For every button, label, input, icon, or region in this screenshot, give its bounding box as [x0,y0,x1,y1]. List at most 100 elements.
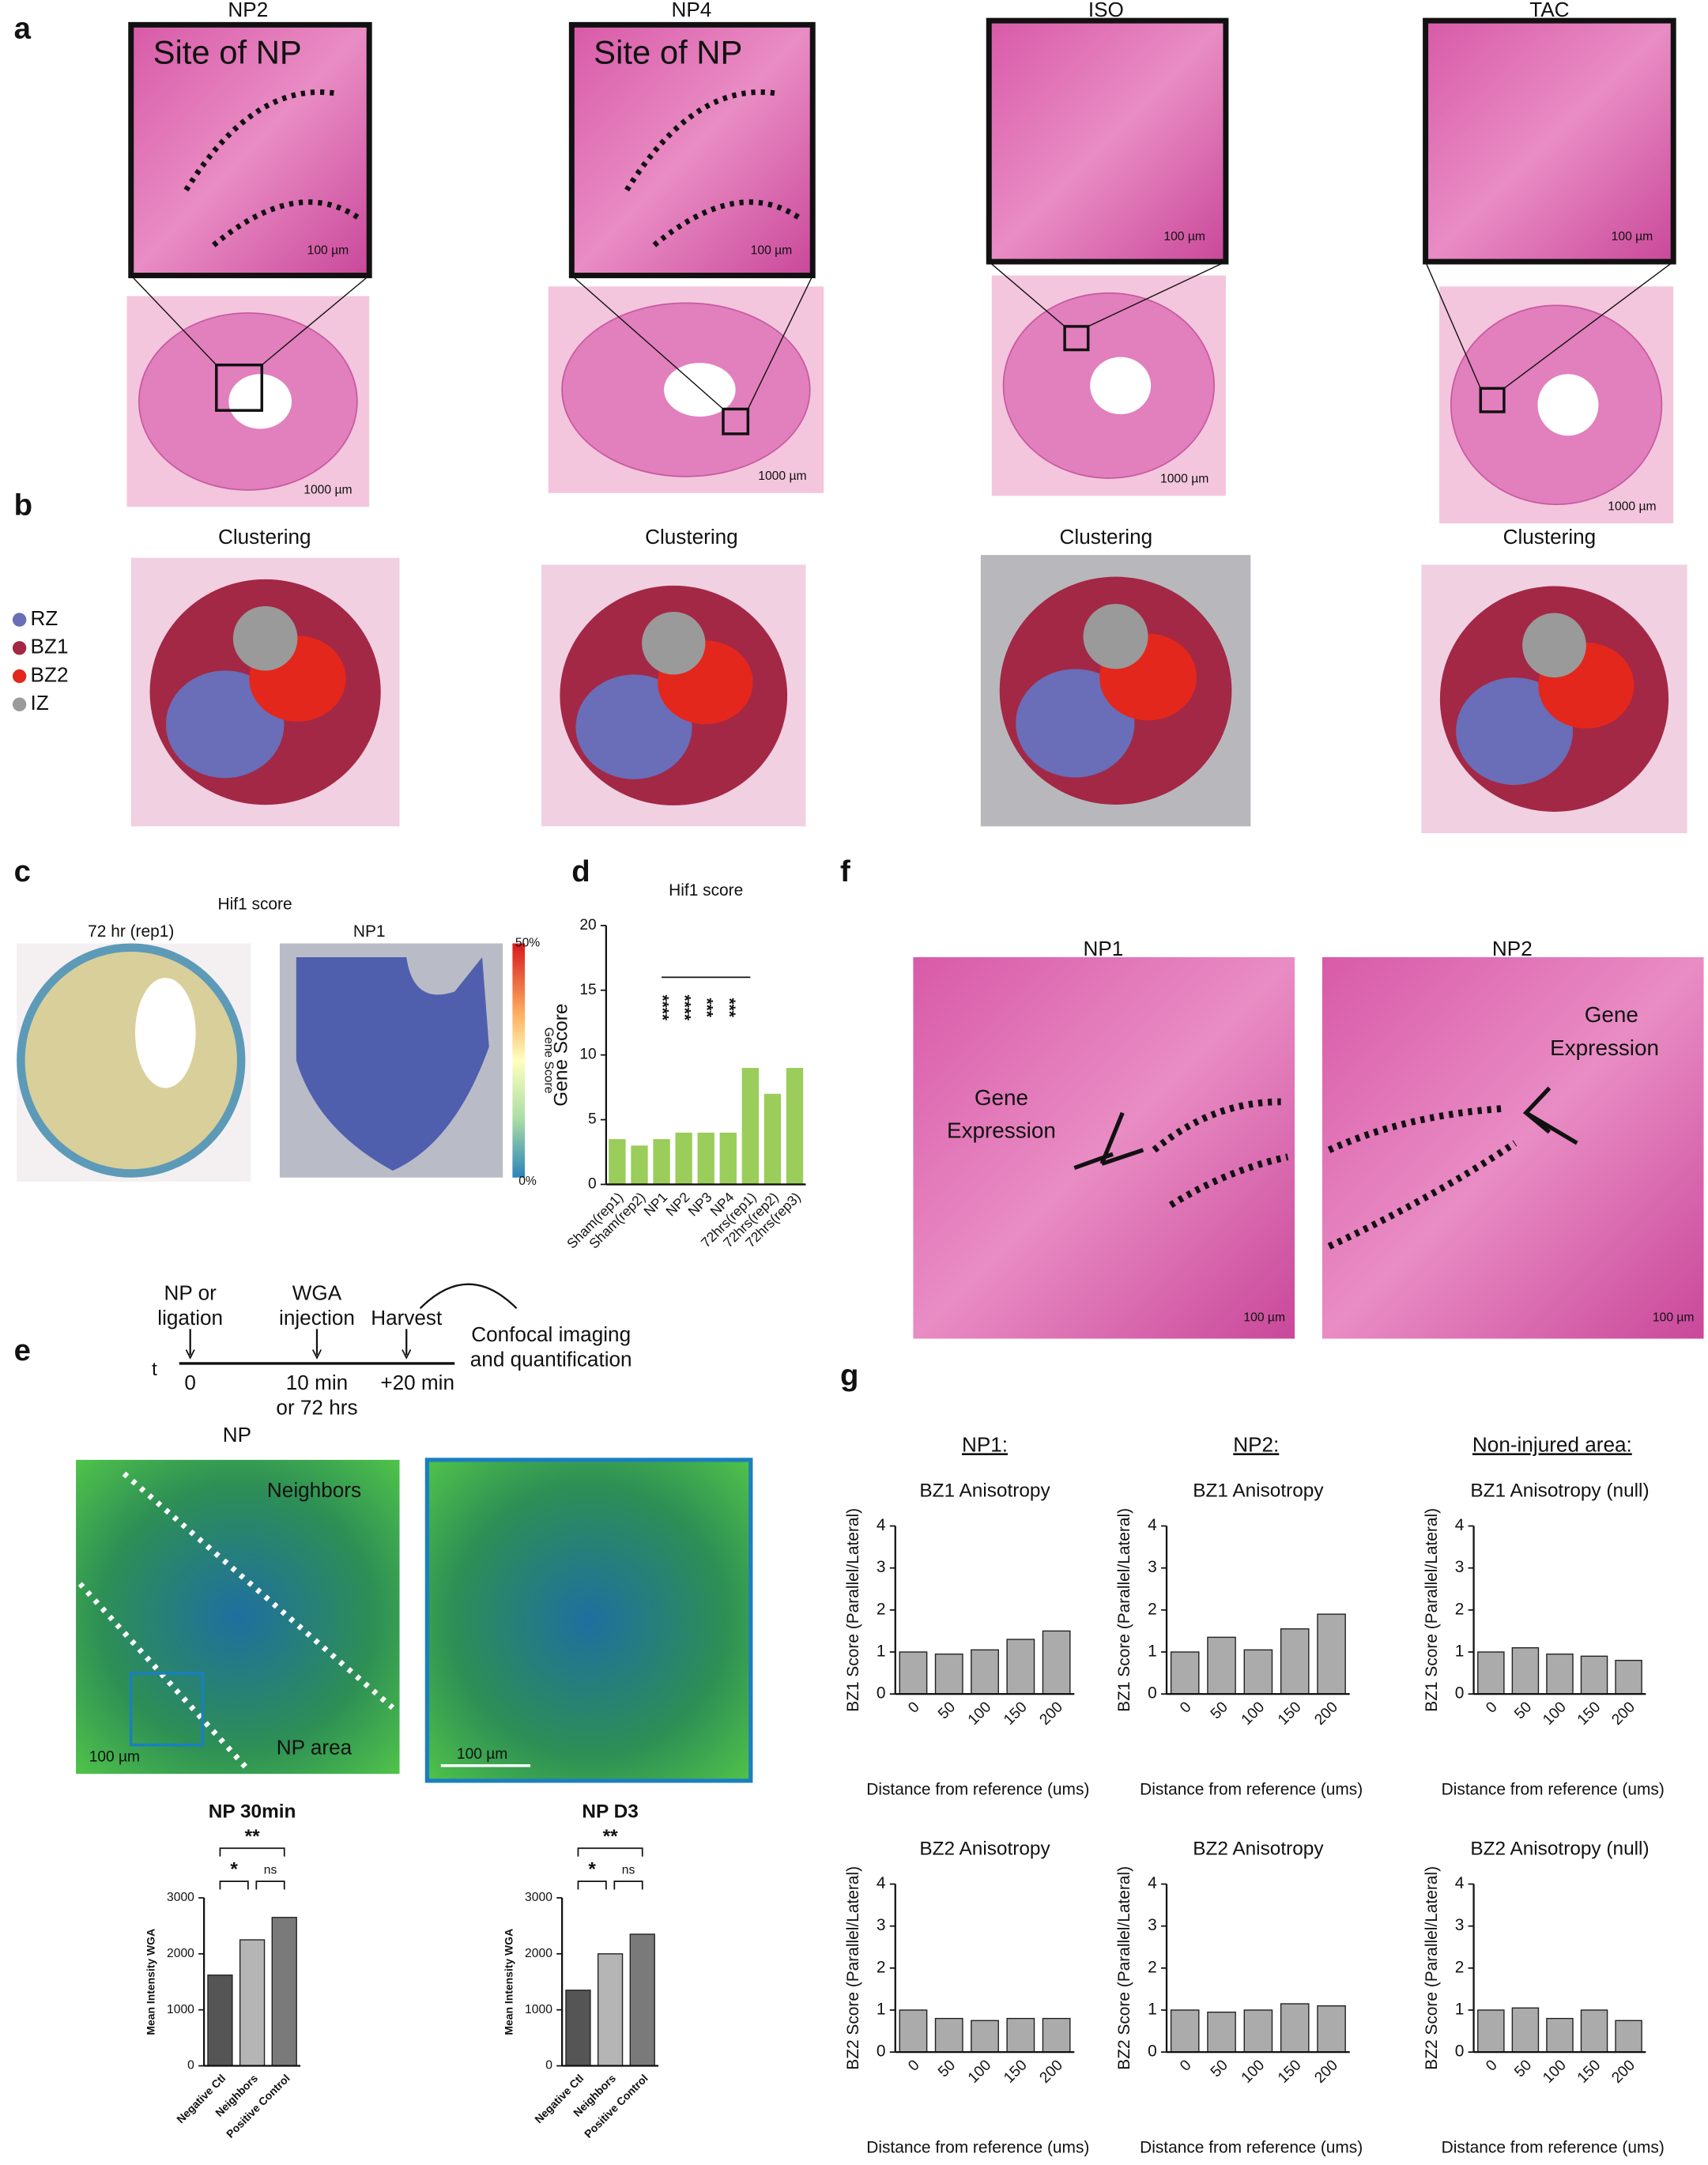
y-tick-label: 0 [1455,1684,1465,1703]
lumen [664,363,736,417]
y-tick-label: 2 [877,1958,886,1976]
y-tick-label: 2 [877,1600,886,1618]
bar [1317,1613,1346,1695]
legend-swatch [12,669,27,684]
y-tick-label: 0 [545,2059,552,2073]
x-tick-label: 150 [1275,1699,1304,1728]
legend-entry: BZ1 [31,635,69,658]
bar [1477,1651,1505,1695]
y-tick-label: 3 [1148,1558,1157,1576]
y-tick-label: 4 [877,1516,886,1534]
x-tick-label: 50 [1511,2057,1535,2080]
zoom-line [1503,261,1674,389]
zoom-box [722,407,750,436]
panel-letter: g [840,1358,858,1392]
x-tick-label: 100 [1239,2057,1268,2086]
bar [899,1651,928,1695]
panel-letter: c [14,854,31,888]
x-tick-label: 0 [905,1699,922,1716]
confocal-zoom [424,1458,753,1783]
y-tick-label: 4 [877,1874,886,1892]
y-tick-label: 1 [1148,1642,1157,1660]
np-boundary [652,199,801,247]
timeline-arrowhead [402,1349,412,1360]
x-tick-label: 200 [1311,1699,1340,1728]
bar [1280,1628,1310,1695]
x-axis-label: Distance from reference (ums) [866,1781,1089,1799]
significance-bracket [613,1880,643,1890]
column-header: NP1: [962,1432,1008,1456]
y-tick-label: 3000 [167,1891,194,1904]
bar [934,2017,963,2053]
region-label: Neighbors [267,1478,361,1502]
bar [1170,2009,1200,2053]
score-spots [17,943,246,1178]
bar [207,1975,233,2067]
zoom-line [1088,261,1227,327]
bar [1006,2017,1035,2053]
x-tick-label: 200 [1608,2057,1638,2086]
bar [1546,1653,1574,1695]
x-tick-label: 200 [1608,1699,1638,1728]
y-axis-label: BZ2 Score (Parallel/Lateral) [844,1866,862,2070]
scale-label: 100 µm [89,1748,140,1765]
np-boundary [212,199,360,247]
significance: **** [654,994,672,1020]
y-axis-label: Mean Intensity WGA [145,1929,157,2035]
timeline-arrowhead [311,1349,322,1360]
x-axis-label: Distance from reference (ums) [1442,2139,1665,2157]
timeline-event: ligation [157,1306,223,1330]
y-tick-label: 4 [1455,1516,1465,1534]
legend-swatch [12,641,27,655]
significance-bracket [255,1880,285,1890]
chart-title: BZ2 Anisotropy [1193,1838,1324,1859]
score-spots [296,956,489,1171]
inset-image [1423,17,1676,265]
timeline-time: +20 min [380,1371,454,1394]
y-tick-label: 1 [877,1642,886,1660]
y-tick-label: 0 [1148,2042,1157,2061]
timeline-axis-label: t [152,1359,157,1380]
subtitle: NP1 [353,922,386,941]
bar [1615,1659,1642,1695]
timeline-curve [419,1283,518,1310]
bar [1317,2005,1346,2053]
bar [565,1990,591,2067]
bar [971,2020,999,2053]
y-tick-label: 2 [1148,1958,1157,1976]
np-boundary [1327,1105,1518,1250]
arrow [1522,1086,1578,1145]
zoom-line [1424,261,1481,389]
inset-image [568,21,816,278]
timeline-event: WGA [292,1281,342,1305]
bar [764,1093,782,1185]
column-header: NP2: [1233,1432,1279,1456]
bar [1207,1636,1236,1695]
y-tick-label: 10 [579,1047,596,1063]
y-tick-label: 2 [1148,1600,1157,1618]
annotation: Expression [947,1118,1056,1143]
chart-title: BZ2 Anisotropy [919,1838,1050,1859]
x-tick-label: 200 [1311,2057,1340,2086]
colorbar-title: Gene Score [542,1028,556,1094]
y-tick-label: 2 [1455,1600,1465,1618]
scale-label: 1000 µm [304,483,352,496]
scale-label: 100 µm [457,1746,507,1763]
image-title: NP4 [671,0,711,21]
x-tick-label: 150 [1001,2057,1030,2086]
cluster-spots [642,611,706,675]
y-tick-label: 4 [1148,1516,1157,1534]
zoom-box [1479,387,1506,413]
title: Hif1 score [218,895,292,913]
y-axis-label: BZ1 Score (Parallel/Lateral) [1115,1508,1133,1712]
bar [697,1132,714,1185]
y-tick-label: 0 [588,1175,597,1192]
bar [934,1653,963,1695]
bar [1207,2011,1236,2053]
image-title: NP2 [228,0,268,21]
y-tick-label: 0 [187,2059,194,2073]
bar [1006,1639,1035,1695]
bar [899,2009,928,2053]
region-label: NP area [277,1736,353,1760]
